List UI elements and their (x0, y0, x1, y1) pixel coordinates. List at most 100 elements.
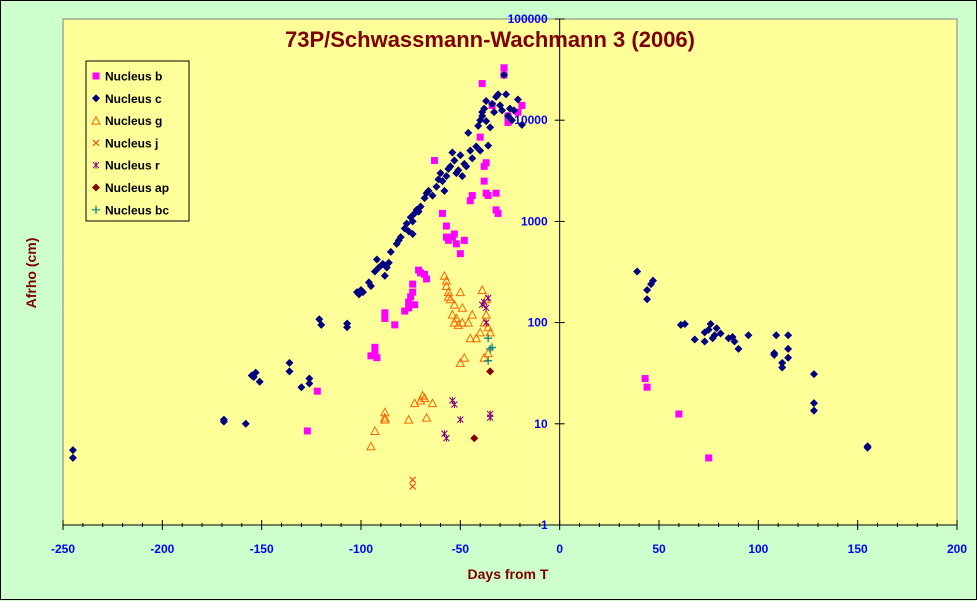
legend-marker (92, 183, 100, 192)
series-nucleus-ap (470, 367, 495, 443)
data-point (784, 331, 793, 340)
data-point (440, 186, 449, 195)
data-point (391, 321, 399, 329)
data-point (405, 304, 413, 312)
x-tick-label: 50 (652, 542, 666, 556)
data-point (451, 401, 458, 409)
data-point (463, 317, 474, 327)
data-point (407, 293, 415, 301)
data-point (436, 169, 445, 178)
data-point (458, 172, 467, 181)
y-tick-label: 10 (534, 417, 548, 431)
data-point (416, 202, 425, 211)
data-point (476, 133, 484, 141)
data-point (500, 70, 509, 79)
x-tick-label: -200 (150, 542, 174, 556)
legend-marker (91, 115, 101, 125)
data-point (480, 104, 489, 113)
data-point (402, 219, 411, 228)
data-point (305, 374, 314, 383)
data-point (734, 344, 743, 353)
data-point (675, 410, 683, 418)
data-point (509, 106, 518, 115)
data-point (432, 182, 441, 191)
data-point (770, 350, 779, 359)
y-tick-label: 1 (541, 518, 548, 532)
data-point (343, 323, 352, 332)
x-tick-label: 200 (947, 542, 967, 556)
data-point (251, 368, 260, 377)
x-axis-title: Days from T (468, 566, 549, 582)
data-point (366, 441, 376, 451)
data-point (680, 319, 689, 328)
data-point (480, 162, 488, 170)
data-point (411, 301, 419, 309)
data-point (504, 118, 512, 126)
data-point (285, 367, 294, 376)
data-point (405, 298, 413, 306)
data-point (482, 117, 491, 126)
data-point (417, 390, 428, 400)
data-point (380, 271, 389, 280)
data-point (484, 356, 493, 365)
data-point (507, 116, 516, 125)
data-point (494, 209, 502, 217)
data-point (442, 172, 451, 181)
data-point (470, 434, 479, 443)
data-point (371, 343, 379, 351)
data-point (447, 309, 458, 319)
data-point (431, 156, 439, 164)
data-point (472, 142, 481, 151)
data-point (453, 319, 464, 329)
data-point (486, 410, 494, 418)
data-point (409, 288, 417, 296)
legend-label: Nucleus bc (105, 203, 169, 217)
data-point (500, 64, 508, 72)
x-tick-label: -250 (51, 542, 75, 556)
data-point (641, 375, 649, 383)
data-point (255, 377, 264, 386)
data-point (443, 434, 450, 442)
data-point (485, 327, 495, 337)
data-point (457, 317, 468, 327)
legend-label: Nucleus g (105, 114, 162, 128)
data-point (367, 352, 375, 360)
data-point (480, 177, 488, 185)
data-point (68, 446, 77, 455)
data-point (450, 156, 459, 165)
data-point (423, 275, 431, 283)
data-point (514, 108, 522, 116)
data-point (784, 344, 793, 353)
data-point (468, 154, 477, 163)
data-point (313, 387, 321, 395)
data-point (457, 302, 468, 312)
data-point (442, 222, 450, 230)
data-point (219, 415, 228, 424)
data-point (303, 427, 311, 435)
data-point (448, 148, 457, 157)
chart-title: 73P/Schwassmann-Wachmann 3 (2006) (285, 27, 695, 52)
data-point (518, 101, 526, 109)
data-point (466, 146, 475, 155)
data-point (484, 294, 492, 302)
data-point (441, 280, 452, 290)
data-point (305, 379, 314, 388)
data-point (68, 453, 77, 462)
data-point (465, 333, 476, 343)
data-point (409, 476, 417, 484)
data-point (241, 419, 250, 428)
data-point (700, 337, 709, 346)
data-point (482, 159, 490, 167)
data-point (690, 335, 699, 344)
legend-marker (92, 139, 100, 147)
data-point (438, 209, 446, 217)
data-point (446, 162, 455, 171)
x-tick-label: -100 (349, 542, 373, 556)
data-point (401, 307, 409, 315)
data-point (384, 258, 393, 267)
data-point (466, 197, 474, 205)
legend-marker (92, 205, 100, 214)
data-point (438, 177, 447, 186)
